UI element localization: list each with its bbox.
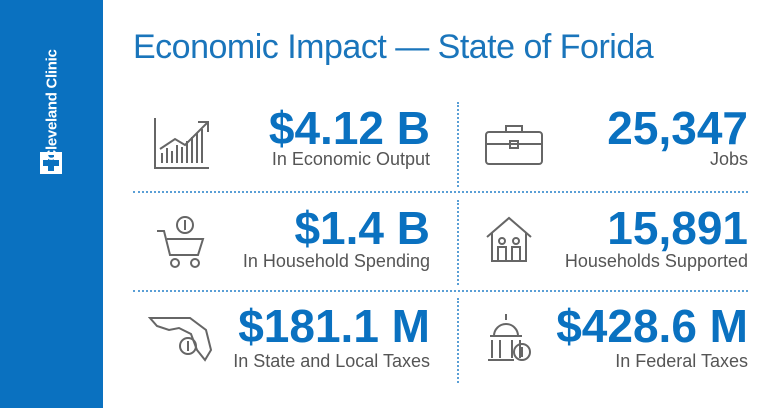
stat-label: Households Supported bbox=[564, 251, 748, 271]
divider bbox=[133, 290, 748, 292]
sidebar: Cleveland Clinic bbox=[0, 0, 103, 408]
brand-name: Cleveland Clinic bbox=[43, 49, 61, 161]
stat-value: 15,891 bbox=[607, 202, 748, 254]
stat-label: In Economic Output bbox=[271, 149, 430, 169]
household-icon bbox=[486, 216, 532, 262]
brand-logo bbox=[40, 152, 62, 174]
stat-value: 25,347 bbox=[607, 102, 748, 154]
stat-label: In State and Local Taxes bbox=[233, 351, 430, 371]
stat-value: $4.12 B bbox=[268, 102, 430, 154]
stat-label: In Household Spending bbox=[242, 251, 430, 271]
stat-value: $181.1 M bbox=[238, 300, 430, 352]
stat-value: $1.4 B bbox=[294, 202, 430, 254]
stat-label: In Federal Taxes bbox=[615, 351, 748, 371]
stat-value: $428.6 M bbox=[556, 300, 748, 352]
briefcase-icon bbox=[485, 125, 543, 165]
divider bbox=[457, 298, 459, 383]
chart-icon bbox=[154, 118, 209, 169]
stat-label: Jobs bbox=[709, 149, 748, 169]
florida-icon bbox=[148, 317, 213, 362]
cart-icon bbox=[157, 216, 205, 268]
capitol-icon bbox=[488, 314, 531, 361]
title: Economic Impact — State of Forida bbox=[133, 28, 654, 66]
divider bbox=[457, 102, 459, 187]
divider bbox=[133, 191, 748, 193]
divider bbox=[457, 200, 459, 285]
